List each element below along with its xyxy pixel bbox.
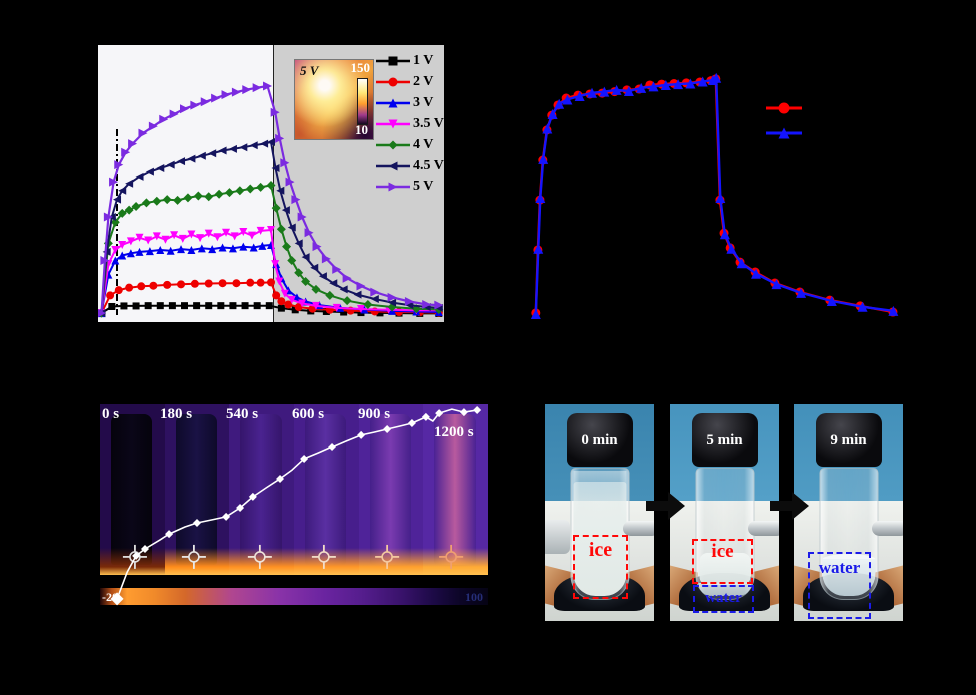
photo-5min: 5 min ice water [670, 404, 779, 621]
thermal-vial [369, 414, 412, 565]
photo-9min: 9 min water [794, 404, 903, 621]
crosshair-marker [247, 544, 272, 569]
inset-colorbar [357, 78, 368, 125]
frame-time-label: 1200 s [434, 424, 474, 440]
inset-scale-max: 150 [350, 60, 371, 75]
thermal-colorbar [100, 588, 488, 605]
legend-item: 1 V [375, 50, 444, 71]
legend-label: 5 V [413, 178, 434, 194]
crosshair-marker [122, 544, 147, 569]
frame-time-label: 0 s [102, 406, 120, 422]
crosshair-marker [181, 544, 206, 569]
panel-a-legend: 1 V 2 V 3 V 3.5 V 4 V 4.5 V 5 V [375, 50, 444, 197]
time-label: 0 min [581, 432, 618, 448]
crosshair-marker [439, 544, 464, 569]
crosshair-marker [311, 544, 336, 569]
legend-item: 4 V [375, 134, 444, 155]
frame-time-label: 540 s [226, 406, 259, 422]
heater-glow [358, 547, 424, 575]
water-annotation-box: water [808, 552, 871, 619]
panel-b-cycle-chart [510, 40, 920, 330]
panel-b-plot [530, 72, 899, 320]
water-content [822, 559, 875, 596]
legend-item: 5 V [375, 176, 444, 197]
ice-annotation-box: ice [692, 539, 753, 584]
ice-label: ice [711, 541, 734, 562]
colorbar-max-label: 100 [465, 590, 483, 604]
ice-label: ice [588, 539, 613, 561]
thermal-frame [164, 404, 230, 575]
time-label: 5 min [706, 432, 743, 448]
vial-glass [819, 468, 878, 600]
heater-glow [423, 547, 489, 575]
thermal-vial [110, 414, 153, 565]
frame-time-label: 180 s [160, 406, 193, 422]
metal-rod [872, 521, 903, 536]
photo-0min: 0 min ice [545, 404, 654, 621]
time-label: 9 min [830, 432, 867, 448]
panel-a-plot [98, 81, 444, 318]
thermal-vial [240, 414, 282, 565]
panel-c-thermal-sequence: -20 100 0 s 180 s 540 s 600 s 900 s 1200 s [100, 404, 489, 606]
inset-voltage-label: 5 V [300, 63, 319, 78]
frame-time-label: 900 s [358, 406, 391, 422]
thermal-frame [294, 404, 359, 575]
thermal-vial [305, 414, 347, 565]
inset-scale-min: 10 [355, 122, 368, 137]
thermal-vial [434, 414, 476, 565]
panel-a-voltage-heating-chart: 5 V 150 10 1 V 2 V 3 V 3.5 V 4 V 4.5 V 5 V [97, 44, 445, 323]
legend-label: 4 V [413, 136, 434, 152]
vial-cap: 5 min [691, 413, 758, 467]
legend-label: 2 V [413, 73, 434, 89]
legend-label: 1 V [413, 52, 434, 68]
ice-content [573, 482, 626, 596]
vial-glass [695, 468, 754, 600]
ice-annotation-box: ice [573, 535, 628, 599]
thermal-vial [175, 414, 218, 565]
ice-content [699, 553, 750, 585]
water-label: water [818, 558, 861, 577]
legend-label: 3.5 V [413, 115, 444, 131]
frame-time-label: 600 s [292, 406, 325, 422]
thermal-frame [423, 404, 489, 575]
metal-clip-left [545, 520, 570, 554]
water-annotation-box: water [693, 585, 754, 613]
panel-a-thermal-inset: 5 V 150 10 [294, 59, 374, 140]
thermal-frame [100, 404, 165, 575]
legend-item: 2 V [375, 71, 444, 92]
arrow-right-icon [770, 492, 810, 520]
legend-label: 4.5 V [413, 157, 444, 173]
vial-cap: 0 min [566, 413, 633, 467]
legend-item: 4.5 V [375, 155, 444, 176]
colorbar-min-label: -20 [102, 590, 118, 604]
metal-rod [748, 521, 779, 536]
legend-item: 3 V [375, 92, 444, 113]
vial-cap: 9 min [815, 413, 882, 467]
arrow-right-icon [646, 492, 686, 520]
legend-item: 3.5 V [375, 113, 444, 134]
panel-c-overlay-plot [110, 406, 482, 606]
crosshair-marker [375, 544, 400, 569]
legend-label: 3 V [413, 94, 434, 110]
water-label: water [705, 590, 742, 606]
metal-rod [623, 521, 654, 536]
